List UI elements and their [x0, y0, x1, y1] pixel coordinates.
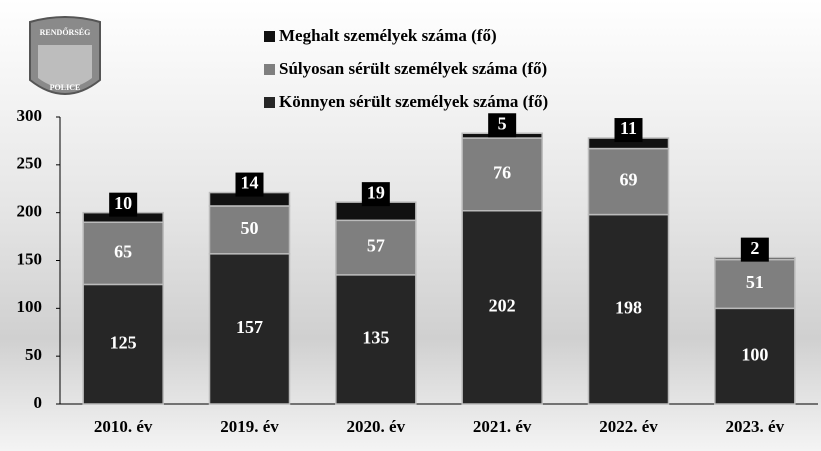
legend: Könnyen sérült személyek száma (fő) Súlyo… — [264, 26, 548, 111]
legend-label: Súlyosan sérült személyek száma (fő) — [279, 59, 547, 78]
value-label-box — [109, 192, 138, 217]
value-label-box — [361, 182, 390, 207]
x-tick-label: 2010. év — [94, 417, 153, 436]
value-label: 65 — [114, 241, 132, 261]
y-tick-label: 200 — [17, 202, 43, 221]
value-label: 157 — [236, 317, 263, 337]
value-label: 50 — [241, 218, 259, 238]
value-label: 11 — [620, 118, 637, 138]
value-label: 19 — [367, 182, 385, 202]
bar-segment — [461, 210, 543, 405]
value-label: 5 — [498, 113, 507, 133]
y-tick-label: 300 — [17, 106, 43, 125]
x-tick-label: 2019. év — [220, 417, 279, 436]
value-label: 100 — [741, 344, 768, 364]
value-label: 2 — [750, 238, 759, 258]
value-label-box — [740, 237, 769, 262]
legend-swatch — [264, 97, 275, 108]
x-tick-label: 2023. év — [726, 417, 785, 436]
y-tick-label: 0 — [34, 393, 43, 412]
bar-segment — [587, 147, 670, 216]
bar-segment — [587, 213, 670, 405]
value-label-box — [614, 118, 643, 143]
value-label: 57 — [367, 236, 385, 256]
value-label: 10 — [114, 193, 132, 213]
value-label-box — [235, 172, 264, 197]
value-label: 125 — [110, 332, 137, 352]
x-tick-label: 2021. év — [473, 417, 532, 436]
value-label: 198 — [615, 297, 642, 317]
value-label-box — [488, 113, 517, 138]
y-tick-label: 50 — [25, 345, 42, 364]
y-tick-label: 150 — [17, 249, 43, 268]
value-label: 202 — [489, 296, 516, 316]
bar-segment — [714, 307, 796, 405]
logo: RENDŐRSÉG POLICE — [29, 16, 101, 95]
x-tick-label: 2022. év — [599, 417, 658, 436]
legend-label: Könnyen sérült személyek száma (fő) — [279, 92, 548, 111]
legend-label: Meghalt személyek száma (fő) — [279, 26, 497, 45]
bar-segment — [208, 253, 291, 405]
x-tick-label: 2020. év — [347, 417, 406, 436]
bar-segment — [714, 258, 796, 310]
legend-swatch — [264, 64, 275, 75]
value-label: 76 — [493, 163, 511, 183]
value-label: 69 — [620, 170, 638, 190]
bar-segment — [461, 137, 543, 212]
y-tick-label: 250 — [17, 154, 43, 173]
bar-segment — [335, 219, 417, 276]
bar-segment — [208, 205, 291, 255]
value-label: 51 — [746, 272, 764, 292]
logo-top: RENDŐRSÉG — [40, 27, 91, 37]
value-label: 14 — [241, 173, 259, 193]
y-tick-label: 100 — [17, 297, 43, 316]
value-label: 135 — [362, 328, 389, 348]
legend-swatch — [264, 31, 275, 42]
logo-bottom: POLICE — [50, 83, 81, 92]
bar-segment — [335, 274, 417, 405]
